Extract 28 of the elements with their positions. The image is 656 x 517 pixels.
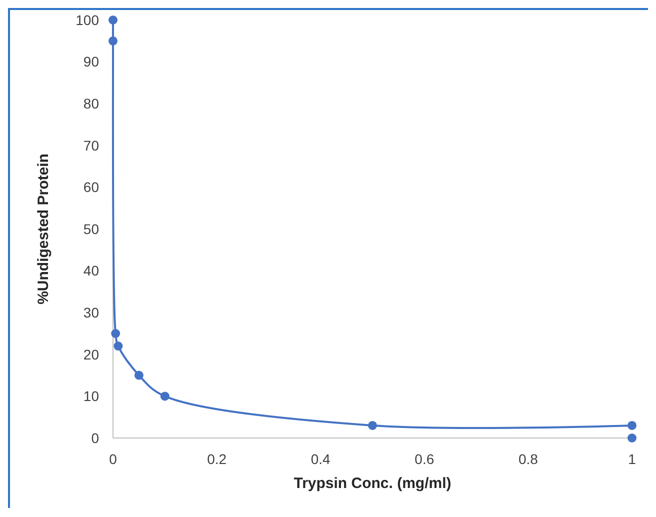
y-tick-label: 0 (91, 430, 100, 446)
y-tick-label: 20 (83, 346, 100, 362)
point (108, 36, 118, 46)
point (628, 434, 636, 442)
point (368, 420, 377, 430)
y-tick-label: 90 (83, 54, 100, 70)
x-tick-label: 0 (109, 451, 118, 467)
y-tick-label: 100 (76, 12, 100, 28)
point (134, 370, 144, 380)
point (160, 392, 170, 401)
y-tick-label: 40 (83, 262, 100, 279)
y-axis-title: %Undigested Protein (35, 154, 52, 304)
y-tick-label: 50 (83, 220, 100, 237)
point (628, 420, 636, 430)
x-tick-label: 1 (628, 451, 636, 467)
point (111, 329, 120, 338)
x-tick-label: 0.4 (310, 451, 331, 467)
point (108, 16, 118, 24)
y-tick-label: 30 (83, 304, 100, 320)
point (114, 342, 123, 351)
x-tick-label: 0.2 (207, 451, 227, 467)
y-tick-label: 70 (83, 137, 100, 154)
y-tick-label: 80 (83, 96, 100, 112)
y-tick-label: 60 (83, 179, 100, 196)
x-axis-title: Trypsin Conc. (mg/ml) (294, 475, 452, 492)
x-tick-label: 0.8 (518, 451, 538, 467)
x-tick-label: 0.6 (414, 451, 434, 467)
y-tick-label: 10 (83, 388, 100, 404)
